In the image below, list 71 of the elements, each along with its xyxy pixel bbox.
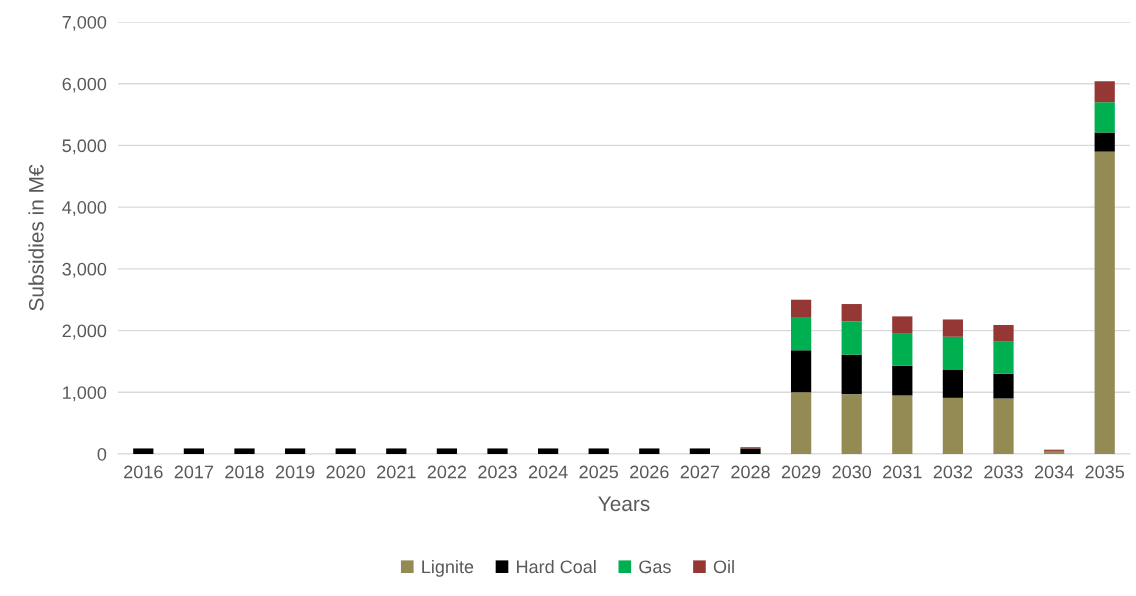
y-tick-label: 0 <box>97 447 107 461</box>
y-tick-label: 1,000 <box>63 386 107 402</box>
x-tick-label: 2018 <box>225 465 264 479</box>
x-tick-label: 2029 <box>781 465 821 479</box>
bar <box>993 373 1014 399</box>
bar <box>790 299 812 317</box>
x-tick-label: 2024 <box>528 465 568 479</box>
x-tick-label: 2034 <box>1034 465 1074 479</box>
legend-label: Hard Coal <box>517 559 596 574</box>
bar <box>1094 132 1115 152</box>
legend-label: Oil <box>713 559 734 574</box>
bar <box>892 316 913 334</box>
x-tick-label: 2021 <box>377 465 416 479</box>
x-axis-title: Years <box>598 496 650 512</box>
x-tick-label: 2017 <box>174 465 214 479</box>
bar <box>537 448 559 454</box>
bar <box>588 448 609 454</box>
bar <box>790 350 812 393</box>
bar <box>284 448 306 454</box>
x-tick-label: 2032 <box>933 465 973 479</box>
bar <box>942 319 964 337</box>
y-tick-label: 7,000 <box>62 15 107 31</box>
bar <box>942 369 964 398</box>
x-tick-label: 2035 <box>1085 465 1125 479</box>
bar <box>892 365 913 396</box>
bar <box>1094 81 1115 103</box>
bar <box>386 448 407 454</box>
x-tick-label: 2025 <box>579 465 619 479</box>
bar <box>133 448 154 454</box>
bar <box>841 354 862 395</box>
bar <box>841 304 862 322</box>
bar <box>436 448 458 454</box>
x-tick-label: 2022 <box>427 465 467 479</box>
bar <box>1094 102 1115 133</box>
bar <box>689 448 711 454</box>
bar <box>335 448 356 454</box>
bar <box>487 448 508 454</box>
bar <box>183 448 205 454</box>
x-tick-label: 2020 <box>326 465 366 479</box>
bar <box>639 448 660 454</box>
x-tick-label: 2019 <box>275 465 315 479</box>
y-tick-label: 5,000 <box>62 139 107 155</box>
bar <box>942 397 964 454</box>
bar <box>892 395 913 454</box>
bar <box>993 341 1014 374</box>
x-tick-label: 2031 <box>883 465 922 479</box>
bar <box>993 398 1014 454</box>
bar <box>841 321 862 355</box>
y-tick-label: 2,000 <box>62 324 107 340</box>
x-tick-label: 2027 <box>680 465 720 479</box>
x-tick-label: 2026 <box>630 465 669 479</box>
x-tick-label: 2033 <box>984 465 1023 479</box>
y-tick-label: 6,000 <box>62 77 107 93</box>
bar <box>740 448 761 454</box>
y-axis-title: Subsidies in M€ <box>28 164 44 311</box>
bar <box>790 316 812 351</box>
bar <box>993 325 1014 342</box>
bar <box>892 333 913 366</box>
bar <box>234 448 255 454</box>
legend-label: Gas <box>639 560 671 574</box>
x-tick-label: 2023 <box>478 465 517 479</box>
y-tick-label: 4,000 <box>62 201 107 216</box>
y-tick-label: 3,000 <box>62 262 107 278</box>
bar <box>942 336 964 370</box>
x-tick-label: 2016 <box>124 465 163 479</box>
bar <box>841 394 862 454</box>
x-tick-label: 2028 <box>731 465 770 479</box>
bar <box>1094 151 1115 454</box>
bar <box>790 392 812 454</box>
x-tick-label: 2030 <box>832 465 872 479</box>
legend-label: Lignite <box>422 559 474 577</box>
